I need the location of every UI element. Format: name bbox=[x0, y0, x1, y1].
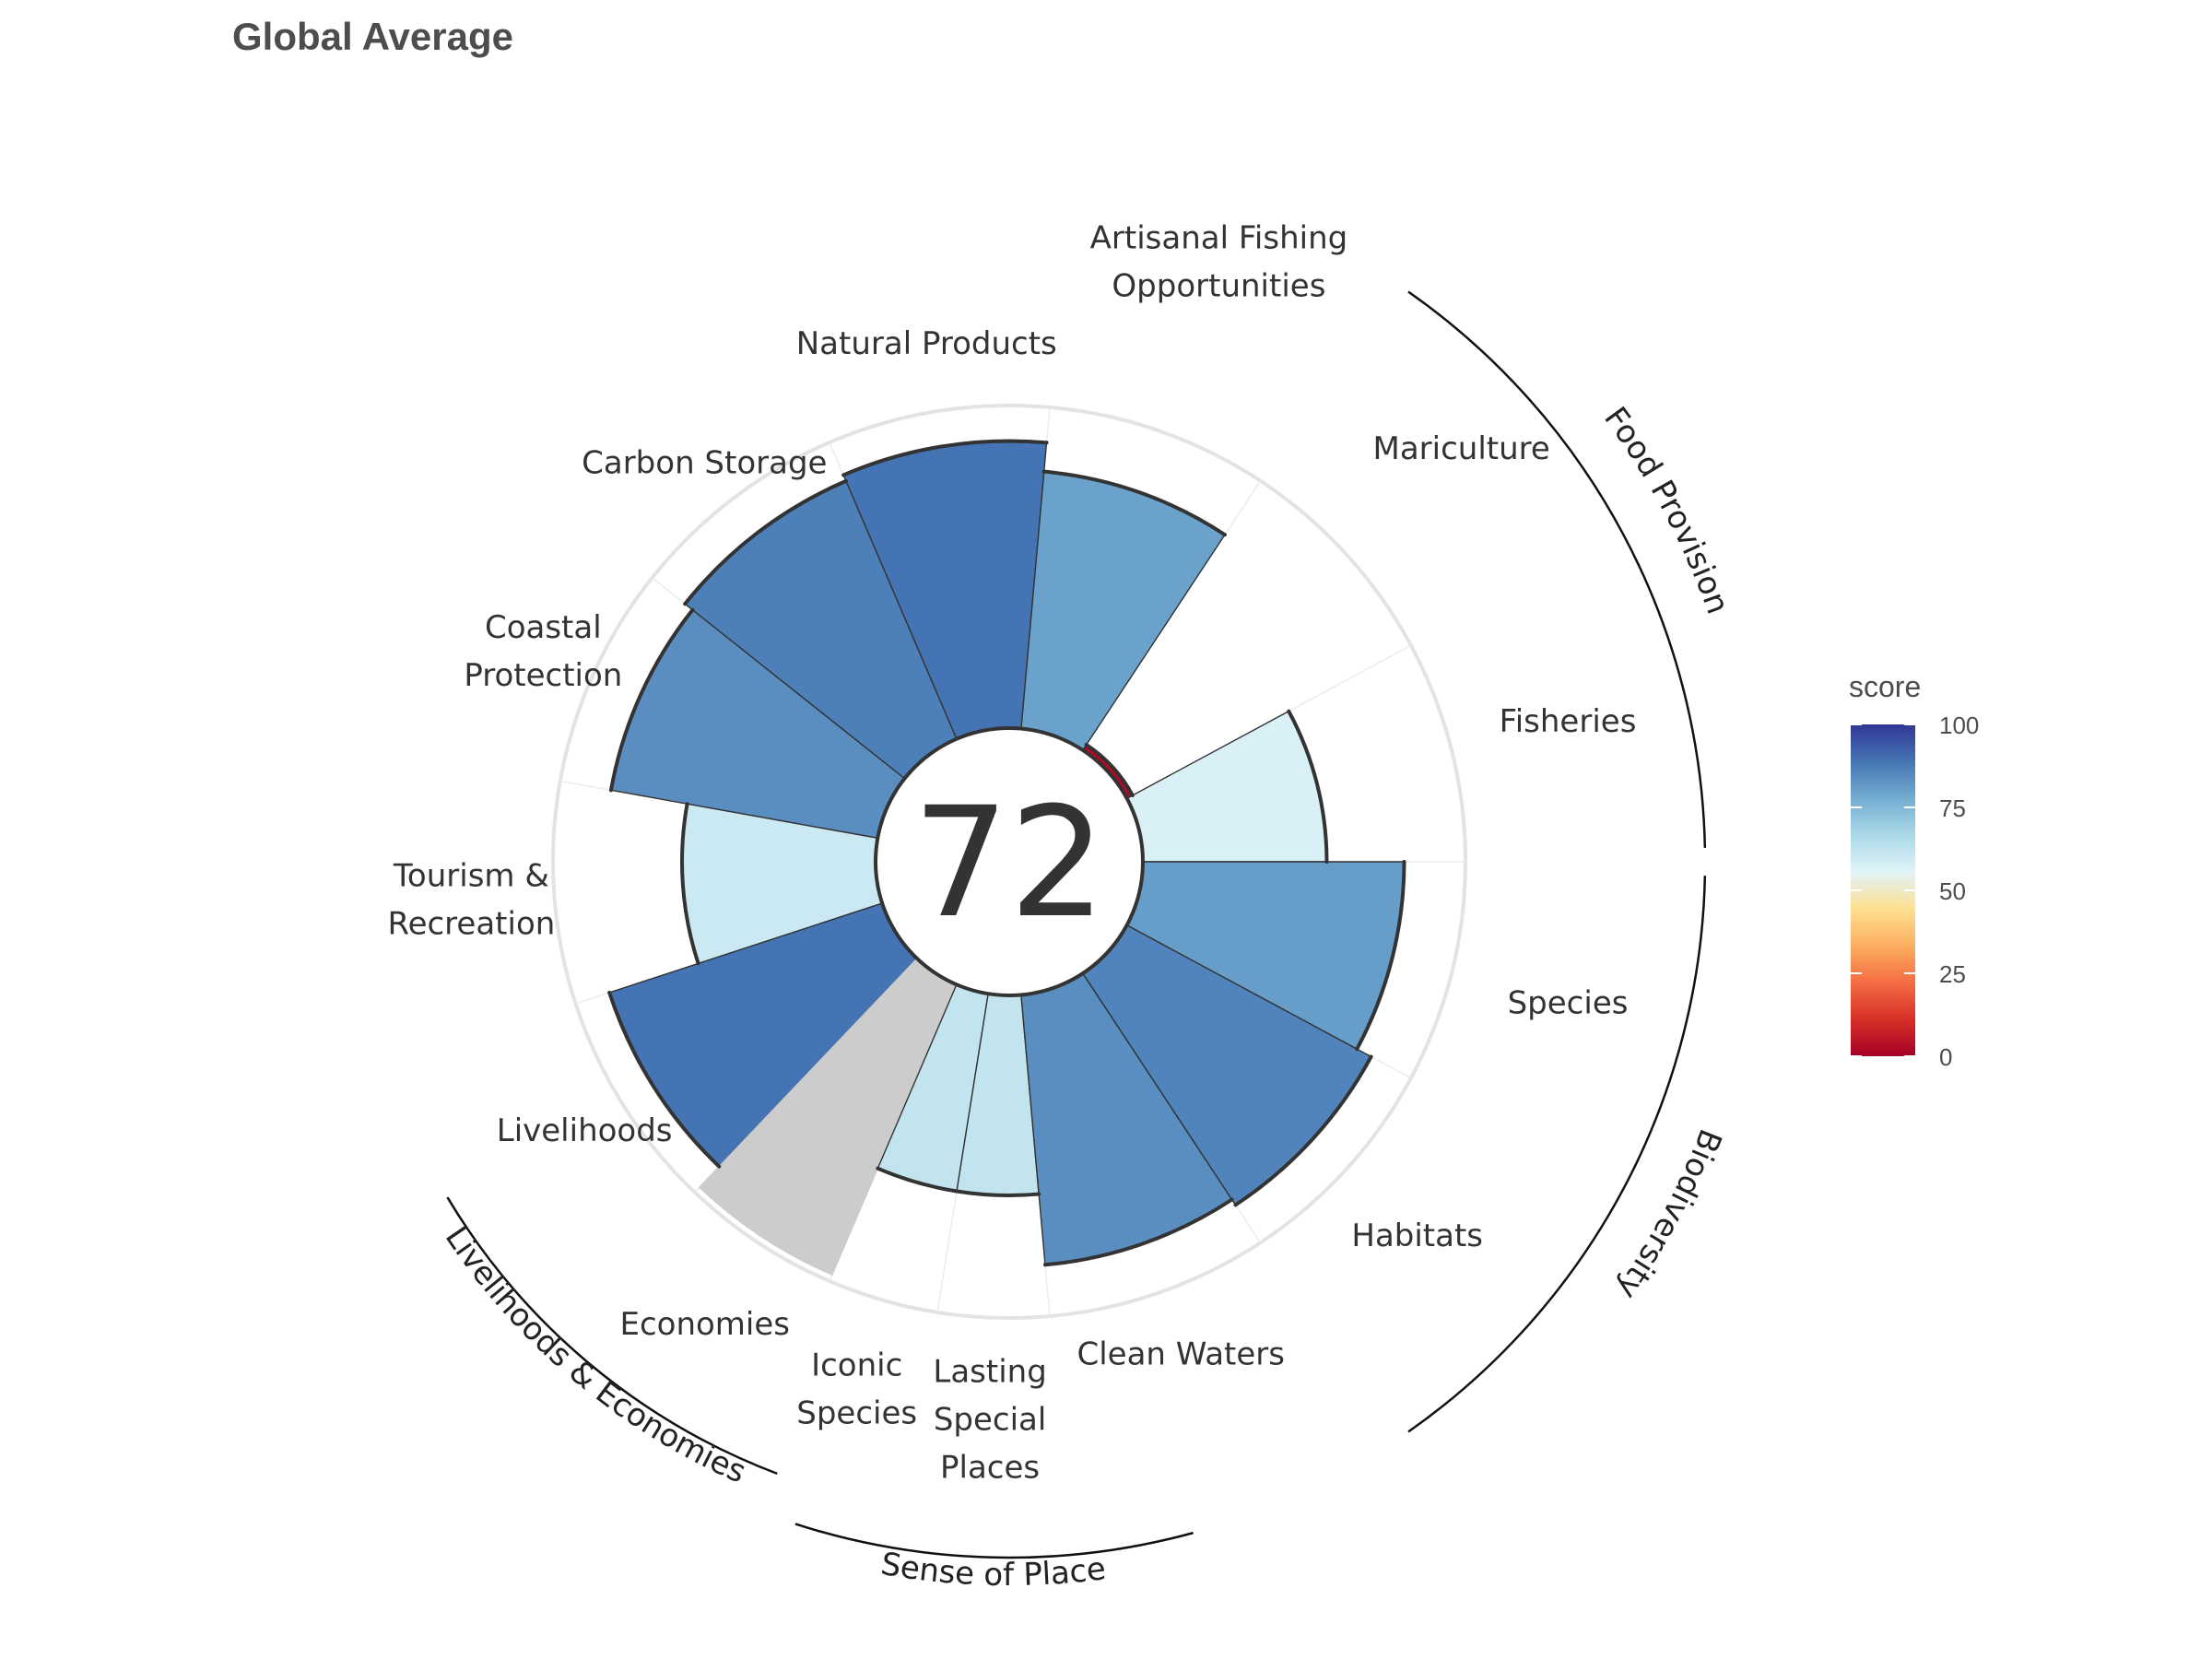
petal-outline-lasting-special-places bbox=[955, 1189, 1041, 1197]
goal-label-lasting-special-places: Places bbox=[940, 1450, 1040, 1487]
center-circle bbox=[874, 726, 1145, 997]
goal-label-tourism-and-recreation: Recreation bbox=[387, 905, 555, 942]
petal-outline-habitats bbox=[1233, 1054, 1373, 1207]
group-label-biodiversity: Biodiversity bbox=[1608, 1124, 1728, 1305]
goal-label-coastal-protection: Coastal bbox=[485, 609, 602, 646]
goal-label-tourism-and-recreation: Tourism & bbox=[393, 857, 549, 894]
goal-label-iconic-species: Species bbox=[796, 1394, 917, 1431]
petal-outline-clean-waters bbox=[1042, 1197, 1234, 1267]
legend-title: score bbox=[1849, 670, 1921, 703]
petal-artisanal-fishing-opportunities bbox=[1020, 470, 1226, 751]
legend-tick-label: 100 bbox=[1939, 712, 1979, 739]
goal-label-clean-waters: Clean Waters bbox=[1077, 1335, 1285, 1372]
group-label-food-provision: Food Provision bbox=[1596, 400, 1736, 618]
group-arc-biodiversity bbox=[1407, 876, 1707, 1433]
goal-label-lasting-special-places: Special bbox=[934, 1402, 1047, 1439]
chart-title: Global Average bbox=[232, 15, 513, 58]
group-arc-livelihoods-and-economies bbox=[446, 1196, 778, 1476]
petal-outline-livelihoods bbox=[607, 990, 722, 1169]
petal-outline-natural-products bbox=[841, 439, 1049, 477]
goal-label-natural-products: Natural Products bbox=[796, 325, 1057, 362]
petal-fisheries bbox=[1125, 710, 1328, 863]
goal-label-mariculture: Mariculture bbox=[1373, 430, 1550, 467]
petal-outline-tourism-and-recreation bbox=[680, 802, 700, 966]
legend: score 100 75 50 25 0 bbox=[1849, 670, 1979, 1071]
goal-label-iconic-species: Iconic bbox=[811, 1347, 902, 1383]
plot-area: 72 Fisheries Mariculture Artisanal Fishing O… bbox=[387, 219, 1735, 1594]
petal-outline-mariculture bbox=[1084, 743, 1135, 797]
legend-tick-label: 0 bbox=[1939, 1043, 1952, 1071]
petal-outline-coastal-protection bbox=[608, 607, 695, 793]
group-arc-sense-of-place bbox=[794, 1523, 1194, 1559]
legend-tick-label: 50 bbox=[1939, 877, 1966, 905]
goal-label-artisanal-fishing-opportunities: Artisanal Fishing bbox=[1090, 219, 1348, 256]
goal-label-coastal-protection: Protection bbox=[464, 657, 622, 694]
overall-score: 72 bbox=[912, 774, 1106, 951]
petal-outline-carbon-storage bbox=[683, 478, 848, 606]
goal-label-fisheries: Fisheries bbox=[1500, 703, 1637, 740]
goal-label-species: Species bbox=[1508, 985, 1629, 1022]
group-arc-food-provision bbox=[1407, 290, 1707, 848]
goal-label-artisanal-fishing-opportunities: Opportunities bbox=[1112, 267, 1325, 304]
goal-label-habitats: Habitats bbox=[1351, 1218, 1483, 1254]
petal-outline-species bbox=[1355, 860, 1406, 1052]
goal-label-economies: Economies bbox=[619, 1306, 790, 1343]
goal-label-livelihoods: Livelihoods bbox=[497, 1112, 673, 1149]
goal-label-carbon-storage: Carbon Storage bbox=[582, 445, 827, 482]
goal-label-lasting-special-places: Lasting bbox=[933, 1354, 1046, 1391]
petal-outline-iconic-species bbox=[876, 1166, 959, 1194]
group-label-sense-of-place: Sense of Place bbox=[878, 1546, 1108, 1594]
petal-outline-fisheries bbox=[1287, 709, 1329, 864]
petal-outline-artisanal-fishing-opportunities bbox=[1041, 469, 1227, 537]
legend-tick-label: 75 bbox=[1939, 794, 1966, 822]
legend-tick-label: 25 bbox=[1939, 960, 1966, 988]
group-label-livelihoods-and-economies: Livelihoods & Economies bbox=[438, 1220, 751, 1491]
